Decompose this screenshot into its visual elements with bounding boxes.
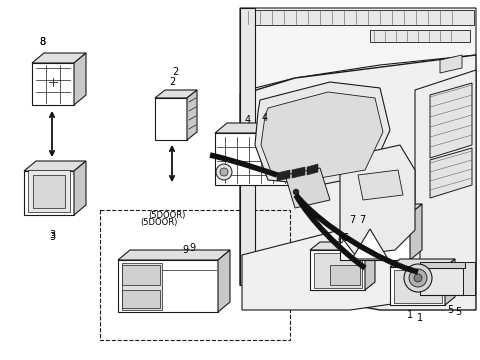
Polygon shape bbox=[74, 53, 86, 105]
Polygon shape bbox=[463, 262, 475, 295]
Text: 6: 6 bbox=[342, 233, 348, 243]
Polygon shape bbox=[215, 123, 317, 133]
Polygon shape bbox=[340, 214, 410, 260]
Text: 8: 8 bbox=[39, 37, 45, 47]
Polygon shape bbox=[33, 175, 65, 208]
Polygon shape bbox=[32, 53, 86, 63]
Polygon shape bbox=[420, 268, 465, 295]
Polygon shape bbox=[430, 148, 472, 198]
Circle shape bbox=[220, 168, 228, 176]
Polygon shape bbox=[240, 55, 476, 310]
Polygon shape bbox=[410, 204, 422, 260]
Polygon shape bbox=[370, 30, 470, 42]
Text: 7: 7 bbox=[349, 215, 355, 225]
Text: 2: 2 bbox=[169, 77, 175, 87]
Text: 1: 1 bbox=[407, 310, 413, 320]
Text: 9: 9 bbox=[189, 243, 195, 253]
Circle shape bbox=[404, 264, 432, 292]
Polygon shape bbox=[242, 10, 474, 25]
Polygon shape bbox=[28, 170, 70, 212]
Text: 2: 2 bbox=[172, 67, 178, 77]
Polygon shape bbox=[187, 90, 197, 140]
Polygon shape bbox=[415, 70, 476, 280]
Polygon shape bbox=[240, 8, 255, 285]
Polygon shape bbox=[365, 242, 375, 290]
Polygon shape bbox=[305, 123, 317, 185]
Polygon shape bbox=[352, 229, 388, 259]
Text: (5DOOR): (5DOOR) bbox=[140, 217, 178, 226]
Text: 4: 4 bbox=[262, 113, 268, 123]
Polygon shape bbox=[420, 262, 465, 268]
Text: 3: 3 bbox=[49, 230, 55, 240]
Polygon shape bbox=[330, 265, 360, 285]
Polygon shape bbox=[390, 259, 455, 267]
Text: (5DOOR): (5DOOR) bbox=[148, 211, 185, 220]
Polygon shape bbox=[358, 170, 403, 200]
Polygon shape bbox=[292, 167, 305, 178]
Polygon shape bbox=[340, 204, 422, 214]
Polygon shape bbox=[340, 145, 415, 255]
Text: 7: 7 bbox=[359, 215, 365, 225]
Polygon shape bbox=[277, 170, 290, 181]
Polygon shape bbox=[218, 250, 230, 312]
Polygon shape bbox=[261, 92, 383, 178]
Polygon shape bbox=[118, 250, 230, 260]
Polygon shape bbox=[24, 161, 86, 171]
Polygon shape bbox=[440, 55, 462, 73]
Polygon shape bbox=[240, 8, 476, 95]
Text: 8: 8 bbox=[39, 37, 45, 47]
Polygon shape bbox=[310, 250, 365, 290]
Polygon shape bbox=[155, 98, 187, 140]
Polygon shape bbox=[255, 82, 390, 185]
Text: 1: 1 bbox=[417, 313, 423, 323]
Polygon shape bbox=[285, 168, 330, 208]
Polygon shape bbox=[32, 63, 74, 105]
Text: 5: 5 bbox=[447, 305, 453, 315]
Circle shape bbox=[409, 269, 427, 287]
Circle shape bbox=[216, 164, 232, 180]
Text: 9: 9 bbox=[182, 245, 188, 255]
Text: 5: 5 bbox=[455, 307, 461, 317]
Polygon shape bbox=[445, 259, 455, 305]
Polygon shape bbox=[430, 83, 472, 158]
Text: 3: 3 bbox=[49, 232, 55, 242]
Polygon shape bbox=[122, 290, 160, 308]
Polygon shape bbox=[242, 230, 420, 310]
Polygon shape bbox=[314, 253, 362, 288]
Polygon shape bbox=[118, 260, 218, 312]
Text: 4: 4 bbox=[245, 115, 251, 125]
Polygon shape bbox=[24, 171, 74, 215]
Polygon shape bbox=[215, 133, 305, 185]
Circle shape bbox=[293, 189, 299, 195]
Polygon shape bbox=[307, 164, 318, 175]
Polygon shape bbox=[74, 161, 86, 215]
Polygon shape bbox=[310, 242, 375, 250]
Polygon shape bbox=[390, 267, 445, 305]
Polygon shape bbox=[122, 263, 162, 310]
Polygon shape bbox=[122, 265, 160, 285]
Circle shape bbox=[414, 274, 422, 282]
Text: 6: 6 bbox=[337, 235, 343, 245]
Polygon shape bbox=[155, 90, 197, 98]
Polygon shape bbox=[394, 270, 442, 303]
